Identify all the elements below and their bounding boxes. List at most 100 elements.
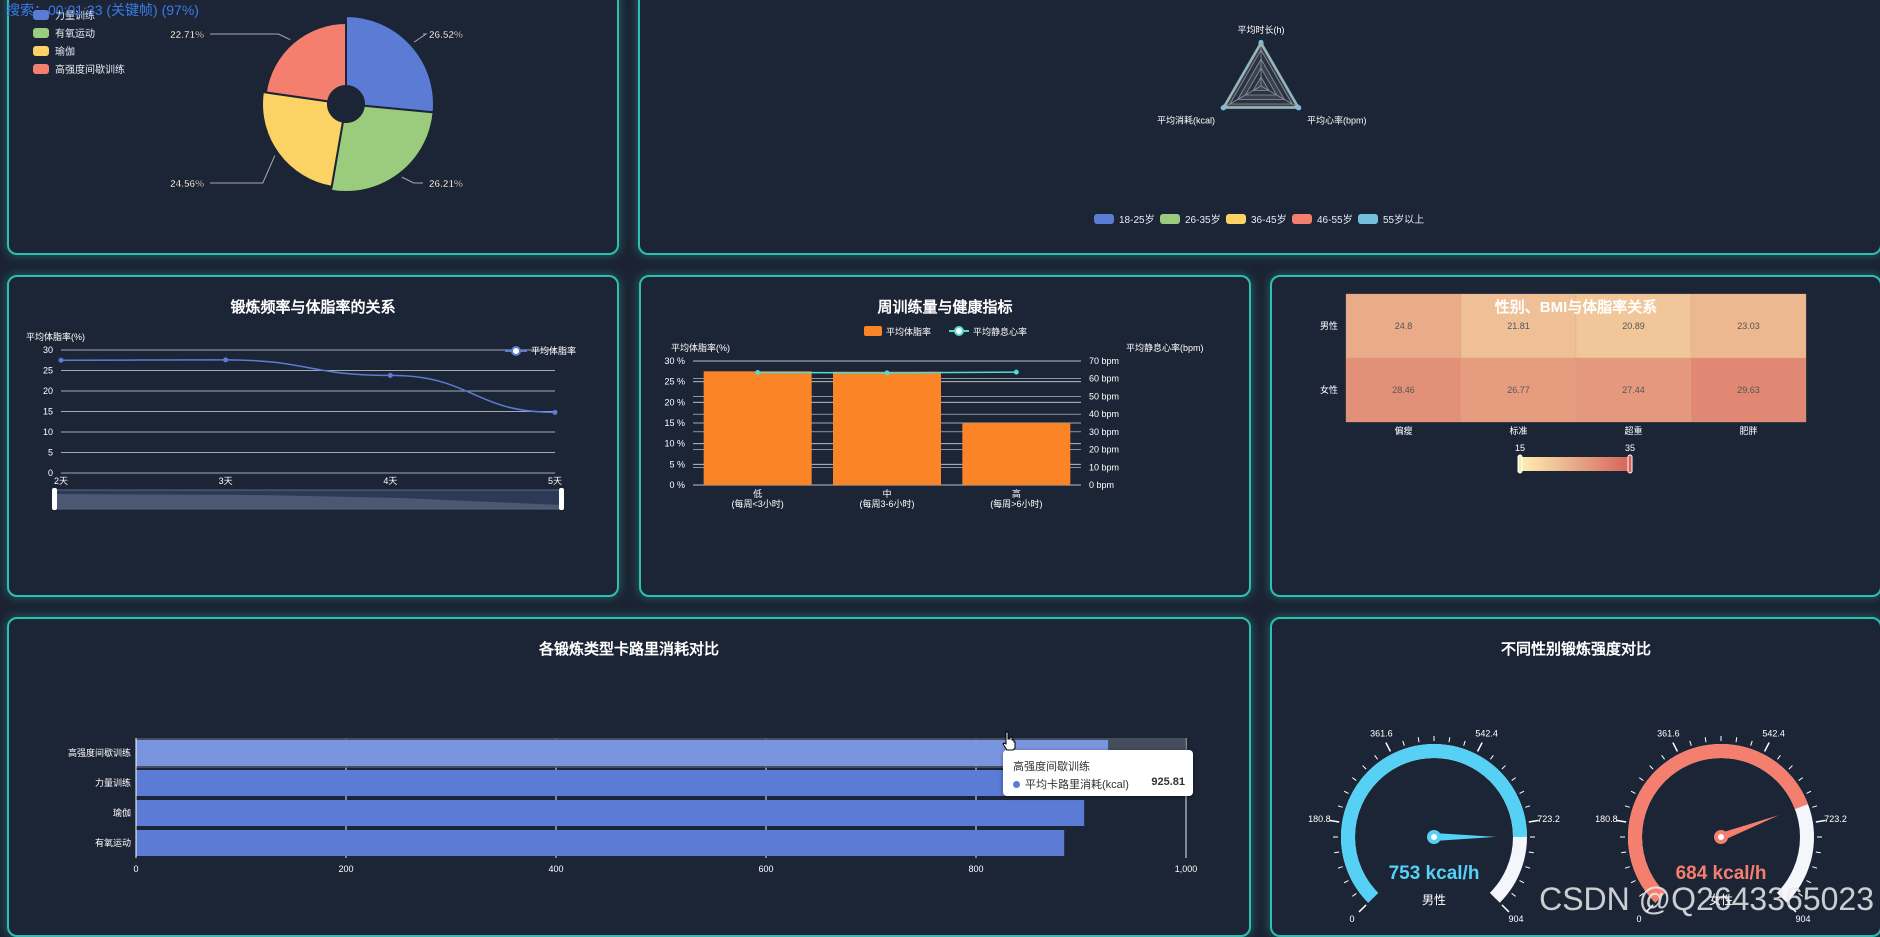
hand-cursor-icon (1002, 731, 1016, 751)
gauge-chart: 0 180.8 361.6 542.4 723.2 904 753 kcal/h 男性 0 180… (1308, 729, 1847, 924)
gauge-tick (1519, 880, 1525, 884)
heatmap-cell-label: 20.89 (1622, 321, 1645, 331)
pie-legend-label: 力量训练 (55, 9, 95, 22)
gauge-tick (1519, 790, 1525, 794)
gauge-tick (1334, 851, 1340, 854)
line-legend-marker (511, 346, 521, 356)
gauge-tick (1649, 765, 1654, 770)
hbar-rect (136, 800, 1085, 826)
gauge-tick (1337, 866, 1343, 869)
hbar-category-label: 高强度间歇训练 (68, 747, 131, 758)
gauge-tick (1689, 740, 1692, 746)
gauge-tick-label: 0 (1349, 914, 1354, 924)
heatmap-visualmap-max: 35 (1625, 443, 1635, 453)
line-y-tick-label: 0 (48, 468, 53, 478)
gauge-tick (1417, 737, 1420, 743)
line-series-path (60, 359, 556, 414)
bar-x-tick-sublabel: (每周3-6小时) (859, 498, 914, 509)
tooltip-dot-icon (1013, 781, 1020, 788)
pie-slice (261, 90, 344, 188)
radar-panel: 平均时长(h) 平均心率(bpm) 平均消耗(kcal) 18-25岁 26-35岁 36… (638, 0, 1880, 255)
bar-chart: 0 % 5 % 10 % 15 % 20 % 25 % 30 % 0 bpm 10 bpm 20 … (664, 326, 1204, 509)
gauge-tick (1806, 790, 1812, 794)
hbar-x-tick-label: 0 (133, 864, 138, 874)
line-x-tick-label: 2天 (54, 476, 68, 486)
heatmap-cell (1690, 357, 1807, 423)
tooltip-series: 平均卡路里消耗(kcal) (1013, 776, 1129, 792)
watermark: CSDN @Q2643365023 (1539, 881, 1874, 917)
overlay-text: 搜索：00:01:33 (关键帧) (97%) (6, 2, 199, 18)
pie-label-line (413, 33, 428, 43)
heatmap-cell (1345, 357, 1462, 423)
pie-label-line (210, 33, 291, 41)
gauge-tick (1511, 893, 1517, 897)
gauge-tick (1402, 740, 1405, 746)
heatmap-col-label: 肥胖 (1739, 426, 1757, 436)
gauge-tick (1624, 866, 1630, 869)
hbar-category-label: 瑜伽 (113, 807, 131, 818)
gauge-tick (1351, 893, 1357, 897)
bar-y-left-axis-label: 平均体脂率(%) (671, 342, 730, 353)
radar-legend-swatch (1358, 214, 1378, 224)
gauge-title: 不同性别锻炼强度对比 (1500, 641, 1651, 658)
heatmap-cell (1345, 293, 1462, 359)
gauge-tick (1638, 893, 1644, 897)
hbar-category-label: 有氧运动 (95, 837, 131, 848)
radar-legend-swatch (1292, 214, 1312, 224)
bar-x-tick-label: 高 (1012, 488, 1021, 499)
gauge-tick-label: 723.2 (1824, 814, 1847, 824)
bar-legend-label: 平均体脂率 (886, 326, 931, 337)
radar-point (1296, 105, 1302, 111)
bar-y-left-tick-label: 0 % (669, 480, 685, 490)
bar-y-right-tick-label: 60 bpm (1089, 374, 1119, 384)
radar-legend-label: 55岁以上 (1383, 213, 1424, 226)
gauge-tick (1788, 765, 1793, 770)
gauge-tick (1511, 777, 1517, 781)
gauge-progress (1628, 744, 1808, 903)
radar-legend-label: 18-25岁 (1119, 213, 1155, 226)
gauge-tick (1501, 765, 1506, 770)
gauge-pointer-hub-center (1431, 834, 1437, 840)
line-y-tick-label: 10 (43, 427, 53, 437)
gauge-tick (1815, 819, 1826, 823)
gauge-tick (1812, 866, 1818, 869)
gauge-tick-label: 0 (1636, 914, 1641, 924)
heatmap-cell (1575, 357, 1692, 423)
line-x-tick-label: 3天 (219, 476, 233, 486)
gauge-tick (1528, 851, 1534, 854)
gauge-progress (1341, 744, 1527, 903)
pie-legend-label: 高强度间歇训练 (55, 63, 125, 76)
heatmap-col-label: 超重 (1624, 425, 1642, 436)
heatmap-row-label: 女性 (1320, 384, 1338, 395)
heatmap-cell-label: 21.81 (1507, 321, 1530, 331)
hbar-x-tick-label: 400 (548, 864, 563, 874)
radar-series-line (1221, 40, 1301, 109)
heatmap-cell (1460, 293, 1577, 359)
gauge-tick (1704, 737, 1707, 743)
gauge-tick-label: 542.4 (1475, 729, 1498, 739)
pie-legend-label: 瑜伽 (55, 45, 75, 58)
gauge-tick (1448, 737, 1451, 743)
tooltip-series-label: 平均卡路里消耗(kcal) (1025, 779, 1129, 791)
bar-rect (962, 423, 1071, 485)
pie-legend-label: 有氧运动 (55, 27, 95, 40)
line-chart-title: 锻炼频率与体脂率的关系 (230, 299, 396, 316)
gauge-tick-label: 723.2 (1537, 814, 1560, 824)
radar-legend-label: 26-35岁 (1185, 213, 1221, 226)
line-legend-label: 平均体脂率 (531, 345, 576, 356)
hbar-rect (136, 830, 1065, 856)
gauge-tick (1351, 777, 1357, 781)
radar-indicator-label: 平均消耗(kcal) (1157, 115, 1215, 126)
bar-line-point (755, 370, 761, 376)
gauge-tick (1385, 742, 1392, 752)
gauge-tick (1798, 777, 1804, 781)
gauge-tick-label: 904 (1796, 914, 1811, 924)
heatmap-cell-label: 26.77 (1507, 385, 1530, 395)
gauge-tick-label: 904 (1509, 914, 1524, 924)
heatmap-col-label: 标准 (1509, 425, 1527, 436)
pie-legend-swatch (33, 28, 49, 38)
bar-y-right-tick-label: 20 bpm (1089, 445, 1119, 455)
pie-panel: 力量训练 有氧运动 瑜伽 高强度间歇训练 26.52% 26.21% 24.56% 22.71… (7, 0, 619, 255)
pie-slice-label: 24.56% (170, 179, 204, 190)
radar-legend-swatch (1160, 214, 1180, 224)
